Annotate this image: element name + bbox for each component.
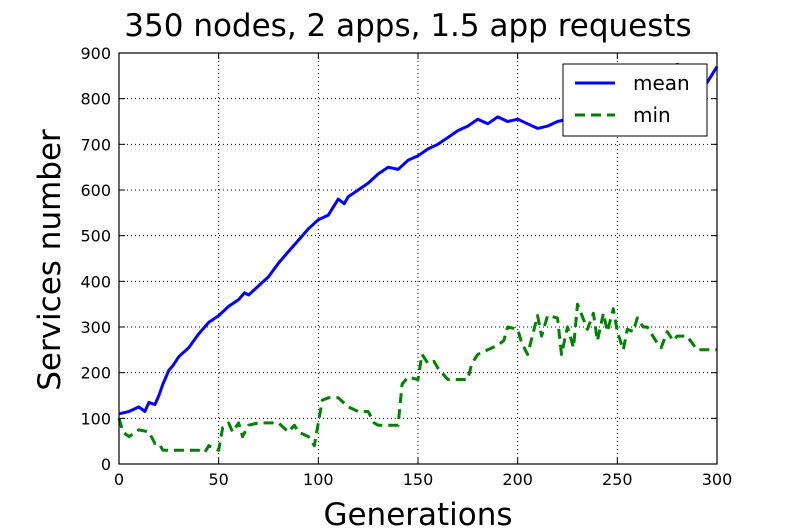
legend-mean-label: mean	[633, 71, 690, 95]
x-tick-label: 250	[602, 470, 633, 489]
x-tick-label: 200	[502, 470, 533, 489]
legend-box	[562, 63, 708, 137]
axis-ticks: 0 50 100 150 200 250 300 0 100 200 300 400 500 600 700…	[80, 44, 732, 489]
y-tick-label: 600	[80, 181, 111, 200]
chart-title: 350 nodes, 2 apps, 1.5 app requests	[124, 8, 691, 44]
x-tick-label: 50	[208, 470, 228, 489]
y-axis-label: Services number	[32, 129, 68, 391]
y-tick-label: 800	[80, 90, 111, 109]
x-tick-label: 300	[702, 470, 733, 489]
x-tick-label: 100	[303, 470, 334, 489]
legend: mean min	[562, 63, 708, 137]
series-line-min	[117, 302, 717, 455]
x-tick-label: 0	[114, 470, 124, 489]
legend-min-label: min	[633, 103, 671, 127]
x-tick-label: 150	[403, 470, 434, 489]
y-tick-label: 300	[80, 318, 111, 337]
y-tick-label: 400	[80, 272, 111, 291]
y-tick-label: 100	[80, 409, 111, 428]
y-tick-label: 700	[80, 135, 111, 154]
y-tick-label: 0	[101, 455, 111, 474]
y-tick-label: 900	[80, 44, 111, 63]
x-axis-label: Generations	[323, 497, 512, 532]
y-tick-label: 500	[80, 227, 111, 246]
y-tick-label: 200	[80, 364, 111, 383]
